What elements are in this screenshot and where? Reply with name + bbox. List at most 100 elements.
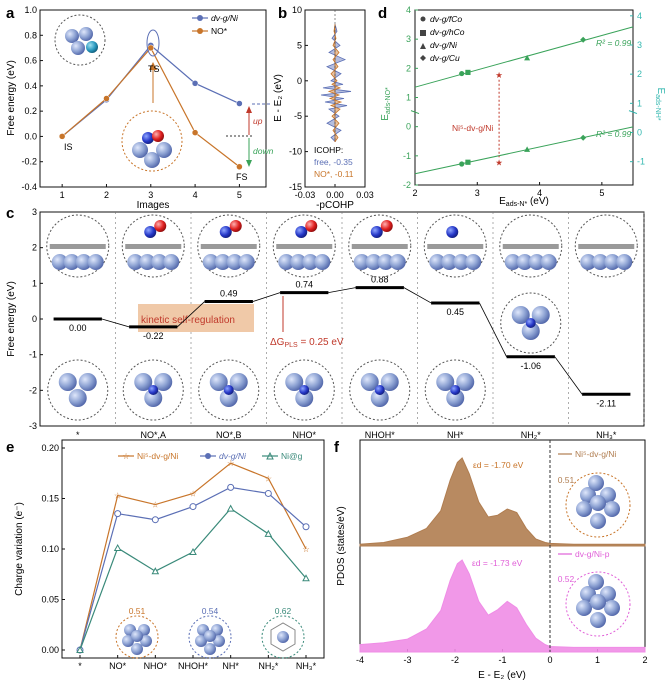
data-point <box>580 36 587 43</box>
ni-atom <box>511 306 530 324</box>
data-point <box>302 574 310 582</box>
panel-b-legend-title: ICOHP: <box>314 145 343 155</box>
ni-atom <box>365 254 382 270</box>
ni-atom <box>302 254 319 270</box>
panel-c: c -3 -2 -1 0 1 2 3 * NO*,A NO*,B NHO* NHOH* NH* NH₂*… <box>6 205 645 440</box>
ni-atom <box>214 254 231 270</box>
y-tick-label: 2 <box>406 63 411 73</box>
x-tick-label: NH₃* <box>296 661 317 671</box>
panel-a-arrow-head <box>149 62 157 70</box>
ni-atom <box>465 254 482 270</box>
data-point <box>264 489 272 497</box>
ni-atom <box>68 389 87 407</box>
legend-marker-ni-at-g <box>266 451 274 460</box>
x-tick-label: 5 <box>599 188 604 198</box>
legend-marker-ni5: ☆ <box>122 451 130 461</box>
ni-atom <box>592 254 609 270</box>
panel-e-legend: ☆ Ni⁵-dv-g/Ni dv-g/Ni Ni@g <box>118 451 303 461</box>
panel-e-y-axis-title: Charge variation (e⁻) <box>14 502 25 596</box>
panel-a-down-arrow-head <box>246 160 252 167</box>
series-line <box>79 462 307 651</box>
panel-a-up-label: up <box>253 116 263 126</box>
y-tick-label: -3 <box>29 421 37 431</box>
fit-line <box>414 126 634 175</box>
ni-atom <box>305 373 324 391</box>
ni-atom <box>127 254 144 270</box>
ni5-marker: ★ <box>495 70 503 80</box>
energy-connector <box>479 302 507 357</box>
x-tick-label: 2 <box>104 190 109 200</box>
y-tick-label: -0.4 <box>21 182 37 192</box>
energy-value-label: 0.49 <box>220 289 238 299</box>
panel-a-x-ticks: 1 2 3 4 5 <box>60 184 242 200</box>
panel-a-fs-label: FS <box>236 172 248 182</box>
panel-c-y-axis-title: Free energy (eV) <box>6 281 17 357</box>
data-point <box>147 44 155 52</box>
x-tick-label: NH* <box>447 430 464 440</box>
ni-atom <box>75 254 92 270</box>
ni-atom <box>140 635 152 647</box>
ni-atom <box>51 254 68 270</box>
panel-c-levels: 0.00 -0.22 0.49 0.74 0.88 0.45 -1.06 -2.11 <box>53 275 631 408</box>
panel-a-y-axis-title: Free energy (eV) <box>6 60 17 136</box>
panel-d-r2-top: R² = 0.99 <box>596 38 631 48</box>
ni-atom <box>204 643 216 655</box>
ni-atom <box>504 254 521 270</box>
ni-atom <box>154 373 173 391</box>
ni-atom <box>144 389 163 407</box>
x-tick-label: * <box>76 430 80 440</box>
data-point <box>236 163 243 171</box>
y-tick-label: -2 <box>403 180 411 190</box>
y-tick-label: 0.15 <box>41 494 59 504</box>
y2-tick-label: 1 <box>637 98 642 108</box>
panel-c-y-ticks: -3 -2 -1 0 1 2 3 <box>29 207 43 431</box>
x-tick-label: -2 <box>451 655 459 665</box>
panel-c-letter: c <box>6 205 14 222</box>
panel-f-eps-top: εd = -1.70 eV <box>473 460 524 470</box>
panel-b-legend-bg <box>312 142 364 184</box>
ni-atom <box>576 501 592 517</box>
x-tick-label: -1 <box>498 655 506 665</box>
panel-f-inset-bottom <box>565 571 631 637</box>
data-point <box>226 504 235 512</box>
ni-atom <box>219 389 238 407</box>
ni-atom <box>295 389 314 407</box>
ni-atom <box>590 612 606 628</box>
x-tick-label: 5 <box>237 190 242 200</box>
y-tick-label: 0.6 <box>24 56 37 66</box>
ni-atom <box>389 254 406 270</box>
data-point: ☆ <box>152 500 160 510</box>
panel-a-is-label: IS <box>64 142 73 152</box>
x-tick-label: -0.03 <box>295 190 316 200</box>
panel-f-x-axis-title: E - E₂ (eV) <box>478 670 526 681</box>
ni-atom <box>360 373 379 391</box>
panel-f-y-axis-title: PDOS (states/eV) <box>336 506 347 585</box>
legend-marker-dvg-ni <box>197 15 203 21</box>
data-point <box>189 503 197 511</box>
ni-atom <box>521 322 540 340</box>
panel-d-x-axis-title: Eads-N* (eV) <box>499 196 549 208</box>
x-tick-label: NH₂* <box>258 661 278 671</box>
y-tick-label: 0.00 <box>41 645 59 655</box>
ni-atom <box>63 254 80 270</box>
x-tick-label: -3 <box>403 655 411 665</box>
y-tick-label: 5 <box>297 40 302 50</box>
panel-f-inset-top-value: 0.51 <box>558 475 575 485</box>
ni-atom <box>604 254 621 270</box>
ni-atom <box>616 254 633 270</box>
n-atom <box>299 385 310 395</box>
ni-atom <box>134 373 153 391</box>
legend-label-hco: dv-g/hCo <box>430 27 465 37</box>
ni-atom <box>209 373 228 391</box>
ni-atom <box>238 254 255 270</box>
n-atom <box>295 226 308 238</box>
legend-label-cu: dv-g/Cu <box>430 53 460 63</box>
y-tick-label: 0.2 <box>24 106 37 116</box>
ni-atom <box>131 630 143 642</box>
y-tick-label: 10 <box>292 5 302 15</box>
y-tick-label: 3 <box>406 34 411 44</box>
data-point: ☆ <box>189 488 197 498</box>
ni-atom <box>370 389 389 407</box>
legend-label-ni: dv-g/Ni <box>430 40 458 50</box>
